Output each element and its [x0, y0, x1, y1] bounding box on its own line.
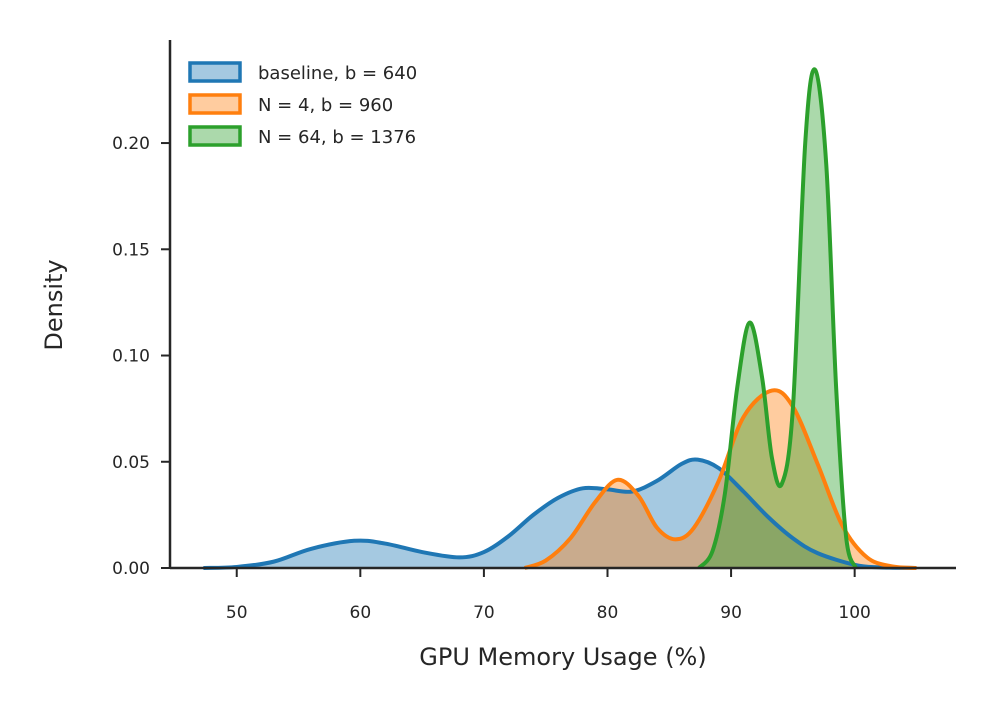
y-tick-label-1: 0.05	[112, 453, 150, 473]
x-tick-label-50: 50	[226, 603, 248, 623]
x-tick-label-90: 90	[720, 603, 742, 623]
x-ticks: 50 60 70 80 90 100	[226, 568, 871, 623]
x-tick-label-80: 80	[597, 603, 619, 623]
y-ticks: 0.00 0.05 0.10 0.15 0.20	[112, 134, 170, 579]
y-tick-label-4: 0.20	[112, 134, 150, 154]
y-tick-label-2: 0.10	[112, 347, 150, 367]
legend-label-0: baseline, b = 640	[258, 63, 417, 84]
axes	[168, 40, 956, 570]
legend-label-2: N = 64, b = 1376	[258, 127, 416, 148]
line-n64	[697, 67, 858, 570]
x-axis-label: GPU Memory Usage (%)	[419, 643, 706, 671]
legend-swatch-0	[188, 61, 242, 83]
area-n64	[698, 69, 856, 569]
x-tick-label-60: 60	[350, 603, 372, 623]
y-axis-label: Density	[40, 259, 68, 350]
y-tick-label-3: 0.15	[112, 240, 150, 260]
density-lines	[203, 67, 917, 570]
legend-label-1: N = 4, b = 960	[258, 95, 393, 116]
x-tick-label-100: 100	[838, 603, 870, 623]
y-tick-label-0: 0.00	[112, 559, 150, 579]
line-baseline	[203, 457, 917, 570]
legend-swatch-2	[188, 125, 242, 147]
legend: baseline, b = 640 N = 4, b = 960 N = 64, b…	[188, 61, 417, 148]
legend-swatch-1	[188, 93, 242, 115]
x-tick-label-70: 70	[473, 603, 495, 623]
